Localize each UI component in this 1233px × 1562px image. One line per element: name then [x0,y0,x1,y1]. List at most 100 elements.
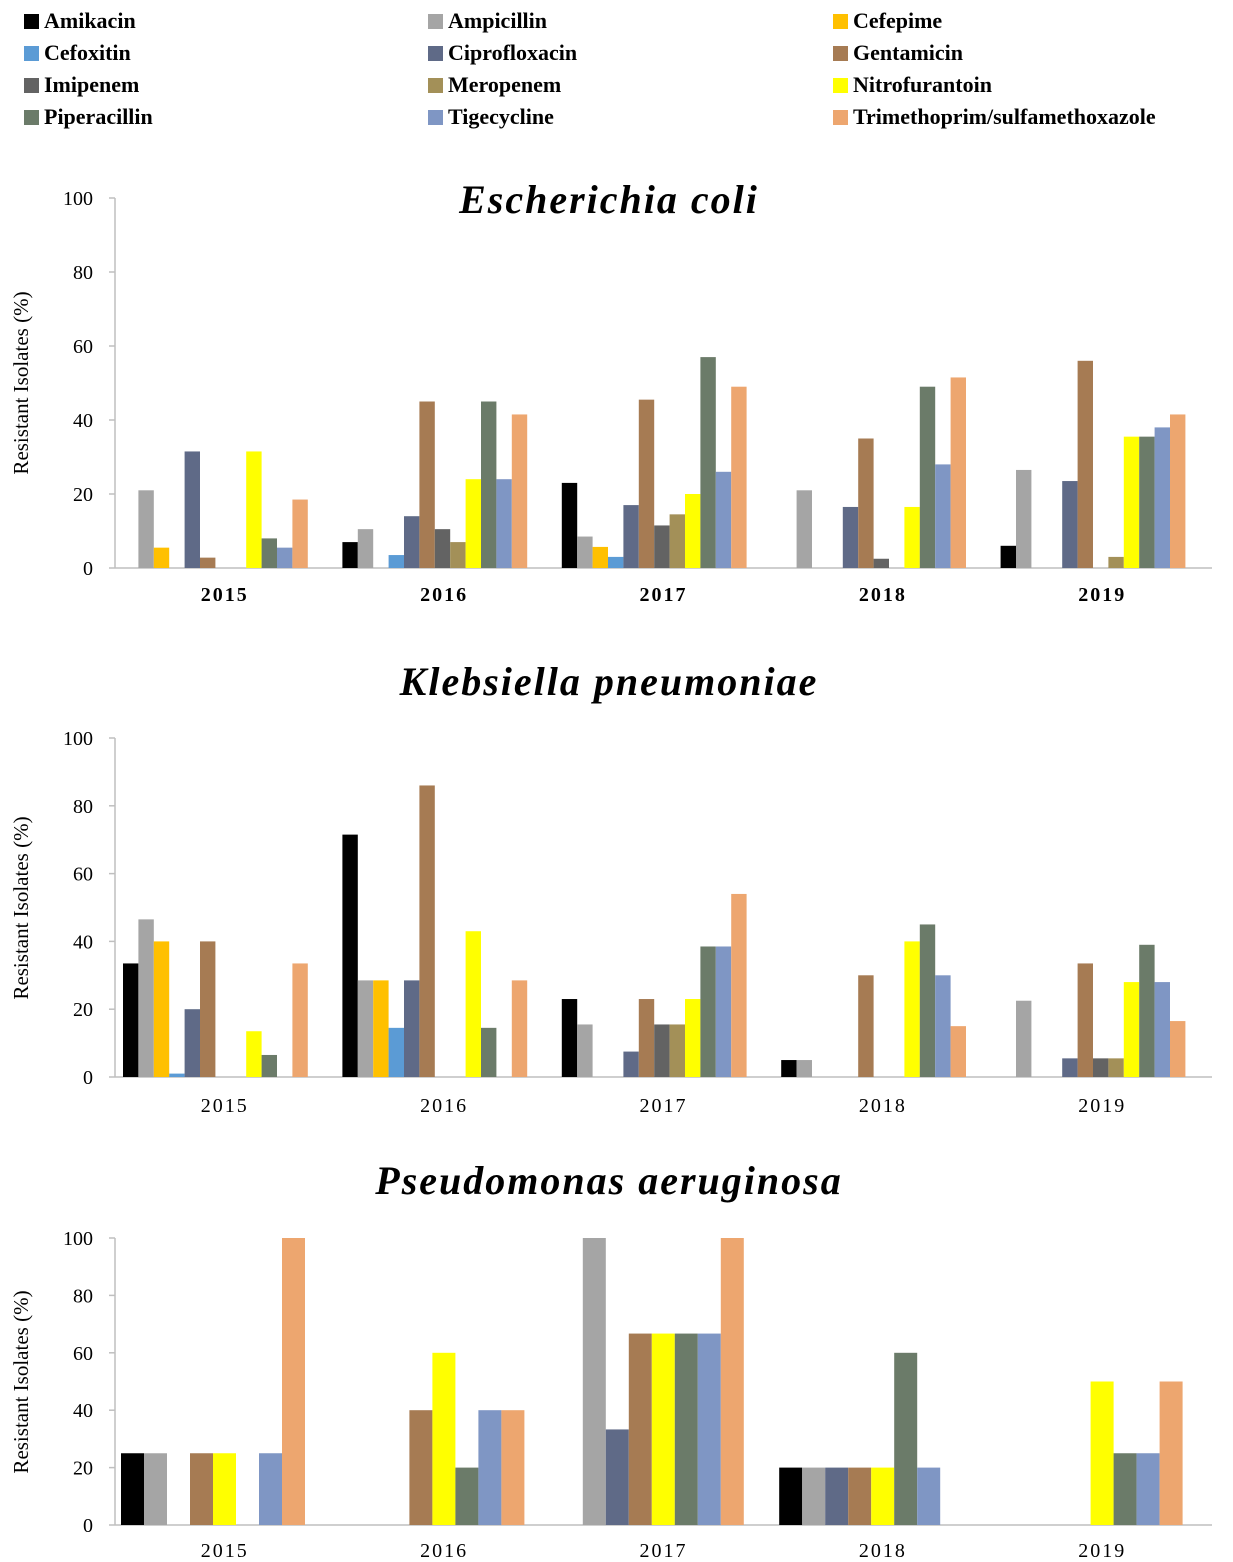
bar-gentamicin-2017 [638,399,655,568]
x-tick-label: 2016 [420,1095,468,1117]
bar-imipenem-2017 [654,1024,670,1077]
legend-swatch [428,13,443,29]
bar-gentamicin-2017 [628,1333,652,1525]
bar-trimethoprim-sulfamethoxazole-2018 [950,377,966,568]
bar-ciprofloxacin-2016 [404,516,420,568]
bar-trimethoprim-sulfamethoxazole-2015 [282,1238,305,1525]
y-axis-label: Resistant Isolates (%) [9,816,33,999]
legend-label: Nitrofurantoin [853,72,992,97]
bar-meropenem-2017 [669,1024,685,1077]
bar-piperacillin-2019 [1139,436,1155,568]
legend-item-gentamicin: Gentamicin [833,38,963,68]
bar-amikacin-2016 [342,834,358,1077]
bar-amikacin-2015 [123,963,139,1077]
bar-ampicillin-2019 [1016,469,1032,568]
legend-label: Cefepime [853,8,943,33]
bar-piperacillin-2017 [700,946,716,1077]
bar-gentamicin-2018 [848,1467,872,1525]
bar-ciprofloxacin-2017 [605,1429,629,1525]
x-tick-label: 2015 [201,1540,249,1562]
bar-cefepime-2016 [373,980,389,1077]
bar-nitrofurantoin-2019 [1123,982,1140,1077]
legend-swatch [428,109,443,125]
y-tick-label: 100 [63,188,93,210]
bar-piperacillin-2018 [919,386,936,568]
bar-ampicillin-2015 [144,1453,167,1525]
chart-klebsiella-pneumoniae: Klebsiella pneumoniae Resistant Isolates … [9,659,1212,1117]
bar-trimethoprim-sulfamethoxazole-2016 [501,1410,525,1525]
legend-label: Imipenem [44,72,140,97]
bar-gentamicin-2016 [419,401,435,568]
bar-nitrofurantoin-2018 [871,1467,895,1525]
legend-swatch [833,45,848,61]
bar-gentamicin-2018 [858,438,874,568]
bar-ciprofloxacin-2016 [404,980,420,1077]
bar-cefoxitin-2016 [388,1027,404,1077]
bar-tigecycline-2017 [715,471,732,568]
bar-meropenem-2019 [1108,556,1124,568]
y-axis-label: Resistant Isolates (%) [9,291,33,474]
bar-piperacillin-2015 [261,1054,277,1077]
bar-trimethoprim-sulfamethoxazole-2019 [1170,414,1186,568]
x-tick-label: 2018 [859,1095,907,1117]
bar-piperacillin-2016 [481,1027,497,1077]
y-tick-label: 0 [83,1067,93,1089]
bar-tigecycline-2018 [935,464,951,568]
bar-ampicillin-2018 [796,490,812,568]
legend-swatch [24,109,39,125]
bar-cefoxitin-2017 [608,556,624,568]
legend-label: Ciprofloxacin [448,40,578,65]
bar-ciprofloxacin-2018 [825,1467,849,1525]
bar-tigecycline-2019 [1154,982,1170,1077]
bar-tigecycline-2018 [917,1467,941,1525]
legend-swatch [24,45,39,61]
bar-meropenem-2017 [669,514,685,568]
y-tick-label: 80 [73,796,93,818]
bar-trimethoprim-sulfamethoxazole-2015 [292,963,308,1077]
legend-item-cefepime: Cefepime [833,6,942,36]
y-tick-label: 20 [73,999,93,1021]
bar-gentamicin-2015 [190,1453,213,1525]
bar-ampicillin-2017 [577,536,593,568]
bar-ampicillin-2016 [357,529,374,568]
bar-piperacillin-2016 [455,1467,479,1525]
bar-ampicillin-2018 [802,1467,826,1525]
bar-ciprofloxacin-2015 [184,451,200,568]
bar-gentamicin-2017 [638,999,655,1077]
bar-amikacin-2015 [121,1453,144,1525]
legend-label: Cefoxitin [44,40,131,65]
bar-tigecycline-2017 [715,946,732,1077]
chart-escherichia-coli: Escherichia coli Resistant Isolates (%) 0 2… [9,177,1212,606]
x-tick-label: 2017 [640,1540,688,1562]
bar-trimethoprim-sulfamethoxazole-2016 [511,980,528,1077]
bar-ampicillin-2015 [138,919,154,1077]
x-tick-label: 2018 [859,584,907,606]
bar-piperacillin-2018 [919,924,936,1077]
bar-ampicillin-2019 [1016,1000,1032,1077]
bar-piperacillin-2017 [674,1333,698,1525]
y-tick-label: 0 [83,558,93,580]
y-tick-label: 80 [73,1285,93,1307]
legend-swatch [24,13,39,29]
bar-trimethoprim-sulfamethoxazole-2017 [720,1238,744,1525]
legend-item-imipenem: Imipenem [24,70,139,100]
legend-swatch [24,77,39,93]
bar-piperacillin-2019 [1113,1453,1137,1525]
bar-cefepime-2015 [153,547,170,568]
x-tick-label: 2019 [1078,1540,1126,1562]
bar-ciprofloxacin-2017 [623,505,639,568]
bar-trimethoprim-sulfamethoxazole-2015 [292,499,308,568]
legend-item-meropenem: Meropenem [428,70,561,100]
bar-cefoxitin-2015 [169,1073,185,1077]
bar-piperacillin-2017 [700,357,716,568]
bar-nitrofurantoin-2015 [213,1453,236,1525]
bar-ampicillin-2018 [796,1060,812,1077]
y-tick-label: 60 [73,336,93,358]
bar-trimethoprim-sulfamethoxazole-2016 [511,414,528,568]
bar-amikacin-2016 [342,542,358,568]
bar-imipenem-2017 [654,525,670,568]
bar-nitrofurantoin-2015 [246,1031,262,1077]
bar-tigecycline-2015 [277,547,293,568]
bar-meropenem-2016 [450,542,466,568]
bar-tigecycline-2018 [935,975,951,1077]
